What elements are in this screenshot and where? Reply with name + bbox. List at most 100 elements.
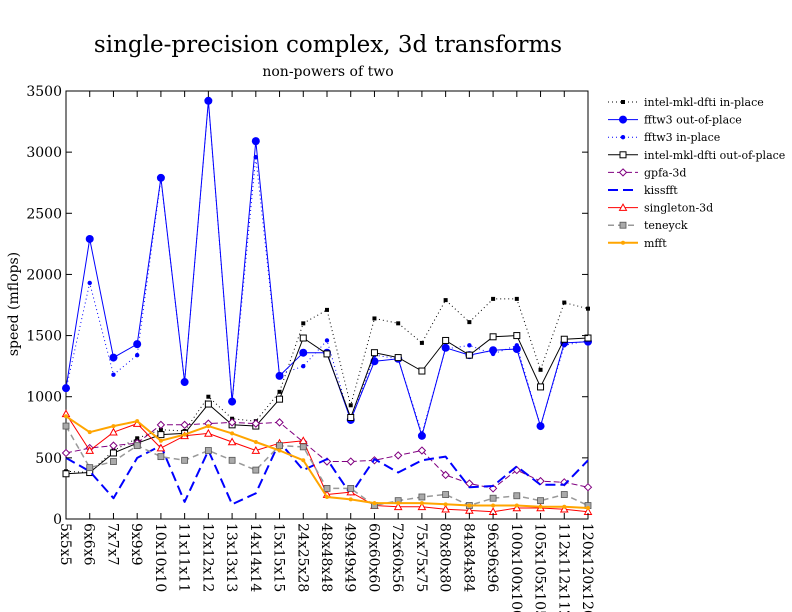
data-point <box>514 503 519 508</box>
x-tick-label: 12x12x12 <box>199 523 215 592</box>
data-point <box>562 504 567 509</box>
data-point <box>228 456 236 464</box>
series-teneyck <box>62 422 592 509</box>
data-point <box>419 501 424 506</box>
x-tick-label: 72x60x56 <box>389 523 405 592</box>
data-point <box>276 395 284 403</box>
x-tick-label: 84x84x84 <box>460 523 476 592</box>
data-point <box>396 321 401 326</box>
data-point <box>253 154 259 160</box>
x-tick-label: 15x15x15 <box>271 523 287 592</box>
data-point <box>135 436 140 441</box>
data-point <box>251 419 261 428</box>
data-point <box>441 504 450 513</box>
data-point <box>467 503 472 508</box>
data-point <box>227 437 237 446</box>
data-point <box>277 372 282 377</box>
data-point <box>347 414 355 422</box>
data-point <box>275 418 284 427</box>
data-point <box>562 300 567 305</box>
data-point <box>467 343 472 348</box>
data-point <box>133 442 141 450</box>
legend-swatch-marker <box>621 100 625 104</box>
data-point <box>158 427 163 432</box>
data-point <box>514 343 520 348</box>
data-point <box>417 502 427 511</box>
chart-title: single-precision complex, 3d transforms <box>94 32 562 58</box>
data-point <box>206 424 211 429</box>
data-point <box>489 494 497 502</box>
legend-swatch-marker <box>620 135 626 140</box>
data-point <box>301 458 306 463</box>
series-intel-mkl-dfti-out-of-place <box>62 332 592 478</box>
data-point <box>512 503 522 512</box>
data-point <box>419 431 425 436</box>
data-point <box>489 333 497 341</box>
data-point <box>562 343 567 348</box>
legend-item-gpfa-3d: gpfa-3d <box>608 166 686 179</box>
data-point <box>61 448 71 458</box>
data-point <box>348 497 353 502</box>
data-point <box>325 494 329 499</box>
data-point <box>62 470 70 478</box>
data-point <box>465 479 474 488</box>
data-point <box>586 306 590 311</box>
series-layer <box>61 96 593 515</box>
x-tick-label: 100x100x100 <box>508 523 524 612</box>
x-tick-label: 24x25x28 <box>294 523 310 592</box>
data-point <box>584 334 592 342</box>
data-point <box>87 280 92 286</box>
data-point <box>253 439 258 444</box>
legend-item-intel-mkl-dfti-out-of-place: intel-mkl-dfti out-of-place <box>608 149 785 162</box>
chart-subtitle: non-powers of two <box>262 64 393 80</box>
data-point <box>513 332 521 340</box>
legend-label: intel-mkl-dfti out-of-place <box>644 149 785 162</box>
series-line <box>65 101 589 434</box>
data-point <box>419 340 424 345</box>
data-point <box>583 482 593 492</box>
x-tick-label: 5x5x5 <box>57 523 73 566</box>
x-tick-label: 105x105x105 <box>532 523 548 612</box>
data-point <box>325 307 329 312</box>
data-point <box>86 464 94 472</box>
data-point <box>512 345 521 354</box>
y-tick-label: 1000 <box>26 390 62 406</box>
series-line <box>65 298 589 473</box>
data-point <box>109 441 118 450</box>
data-point <box>537 383 545 391</box>
x-tick-label: 75x75x75 <box>413 523 429 592</box>
data-point <box>301 321 306 326</box>
legend-label: mfft <box>644 237 667 250</box>
data-point <box>133 340 142 349</box>
legend-swatch-marker <box>621 240 625 245</box>
data-point <box>491 503 496 508</box>
series-line <box>65 421 589 489</box>
x-tick-label: 9x9x9 <box>128 523 144 566</box>
legend: intel-mkl-dfti in-place fftw3 out-of-plac… <box>608 96 785 250</box>
y-tick-label: 500 <box>35 451 62 467</box>
data-point <box>299 443 307 451</box>
data-point <box>418 367 426 375</box>
data-point <box>443 346 448 352</box>
x-tick-label: 80x80x80 <box>437 523 453 592</box>
data-point <box>538 423 543 429</box>
legend-label: fftw3 out-of-place <box>644 114 742 127</box>
series-fftw3-in-place <box>63 99 591 436</box>
legend-label: gpfa-3d <box>644 166 686 179</box>
data-point <box>559 504 569 513</box>
data-point <box>85 234 94 243</box>
data-point <box>230 431 235 436</box>
data-point <box>109 449 117 457</box>
legend-label: teneyck <box>644 219 688 232</box>
x-tick-label: 49x49x49 <box>342 523 358 592</box>
data-point <box>396 501 401 506</box>
data-point <box>181 456 189 464</box>
x-tick-label: 7x7x7 <box>104 523 120 566</box>
legend-swatch-marker <box>619 115 627 124</box>
data-point <box>158 176 164 182</box>
x-tick-label: 120x120x120 <box>579 523 595 612</box>
y-tick-label: 3500 <box>26 84 62 100</box>
data-point <box>85 445 95 454</box>
data-point <box>347 485 355 492</box>
